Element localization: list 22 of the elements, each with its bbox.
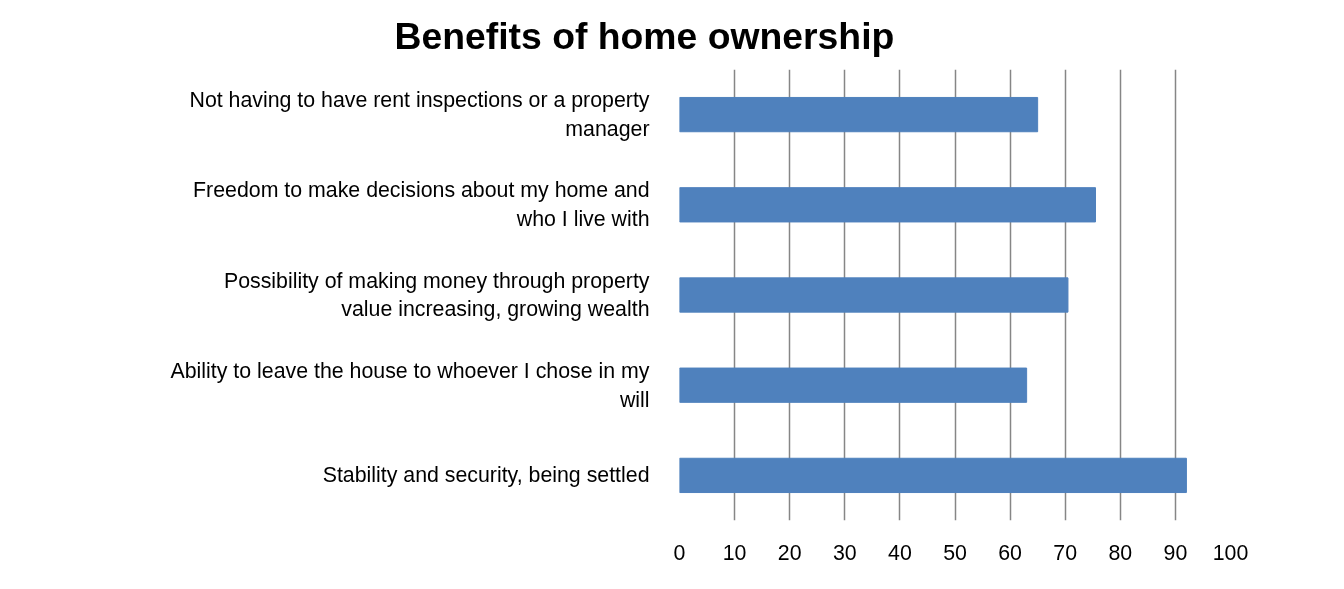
x-tick-label: 80 [1108, 540, 1133, 565]
x-tick-label: 100 [1212, 540, 1249, 565]
x-tick-label: 90 [1163, 540, 1188, 565]
y-tick-label: Ability to leave the house to whoever I chose in my will [170, 358, 650, 412]
bar [679, 457, 1187, 494]
y-tick-label: Stability and security, being settled [322, 463, 650, 488]
bar [679, 277, 1069, 313]
x-tick-label: 10 [722, 540, 747, 565]
x-tick-label: 50 [943, 540, 967, 565]
x-tick-label: 40 [888, 540, 912, 565]
bar [679, 96, 1039, 133]
bar [679, 367, 1028, 403]
x-tick-label: 30 [832, 540, 857, 565]
x-tick-label: 20 [777, 540, 802, 565]
chart-title: Benefits of home ownership [394, 15, 895, 57]
x-tick-label: 70 [1053, 540, 1078, 565]
y-tick-label: Freedom to make decisions about my home and who I live with [193, 178, 650, 232]
y-tick-label: Possibility of making money through property value increasing, growing wealth [223, 268, 650, 322]
bar [679, 187, 1097, 223]
x-tick-label: 0 [673, 540, 686, 565]
y-tick-label: Not having to have rent inspections or a property manager [189, 88, 650, 141]
x-tick-label: 60 [998, 540, 1023, 565]
